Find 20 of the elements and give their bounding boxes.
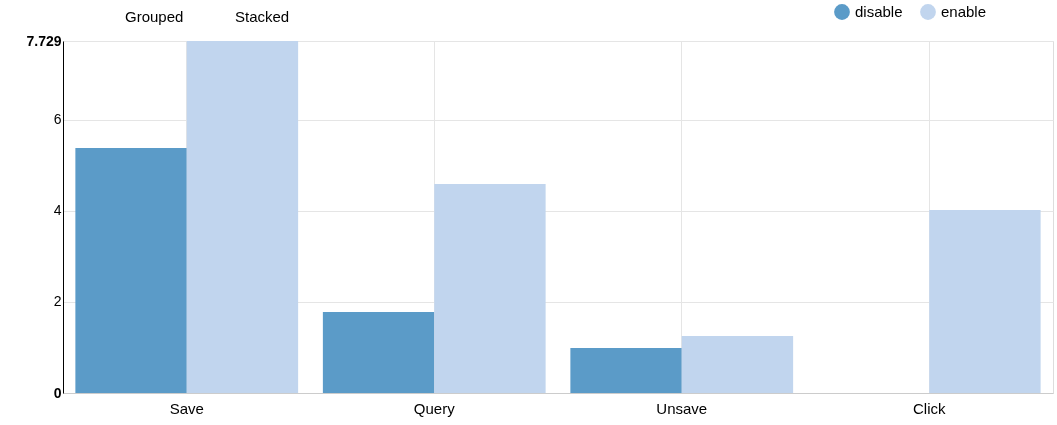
x-tick-label: Query [413, 399, 456, 417]
text: Grouped [125, 8, 184, 25]
bar [681, 336, 794, 393]
y-tick-label: 6 [53, 111, 62, 128]
x-tick-label: Save [169, 399, 204, 417]
x-tick-label: Click [913, 399, 946, 417]
text: Stacked [235, 8, 290, 25]
y-tick-label: 2 [53, 293, 62, 310]
legend-label: enable [941, 3, 987, 20]
bar [434, 183, 546, 393]
legend-label: disable [855, 3, 903, 20]
bar [186, 41, 299, 393]
bar [322, 311, 435, 393]
y-tick-label: 0 [53, 384, 62, 401]
x-tick-label: Unsave [656, 399, 708, 417]
bar [570, 347, 682, 393]
y-tick-label: 7.729 [26, 32, 62, 49]
bar [929, 209, 1041, 393]
bar [75, 147, 187, 393]
y-tick-label: 4 [53, 202, 62, 219]
